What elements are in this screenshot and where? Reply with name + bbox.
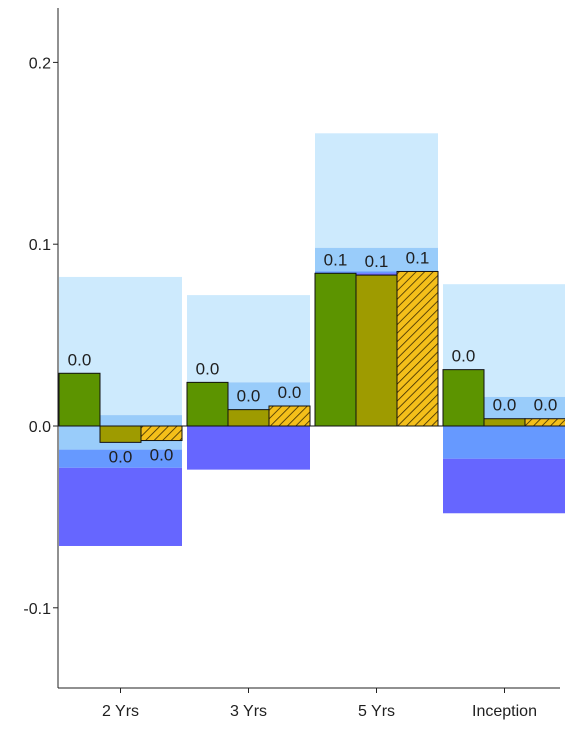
- bar-series-3-3-yrs: [268, 405, 311, 427]
- range-band-4-2-yrs: [59, 467, 182, 546]
- data-label-series-1-5-yrs: 0.1: [324, 250, 348, 269]
- range-band-4-3-yrs: [187, 426, 310, 470]
- data-label-series-3-inception: 0.0: [534, 396, 558, 415]
- bar-series-2-inception: [483, 418, 526, 427]
- data-label-series-3-3-yrs: 0.0: [278, 383, 302, 402]
- y-tick-label: 0.0: [29, 419, 51, 436]
- range-band-4-inception: [443, 458, 565, 514]
- y-tick-label: 0.2: [29, 55, 51, 72]
- axes: 0.2 0.1 0.0 -0.1 2 Yrs 3 Yrs 5 Yrs Inception: [23, 8, 560, 720]
- data-labels: 0.0 0.0 0.1 0.0 0.0 0.0 0.1 0.0 0.0 0.0 0.1 0.0: [68, 248, 558, 466]
- data-label-series-1-2-yrs: 0.0: [68, 350, 92, 369]
- range-band-3-5-yrs: [315, 271, 438, 274]
- data-label-series-2-inception: 0.0: [493, 396, 517, 415]
- range-band-3-inception: [443, 426, 565, 459]
- bar-series-1-3-yrs: [186, 381, 229, 427]
- range-band-1-3-yrs: [187, 295, 310, 383]
- data-label-series-3-2-yrs: 0.0: [150, 446, 174, 465]
- bar-series-2-5-yrs: [355, 274, 398, 427]
- x-category-label: 2 Yrs: [102, 703, 139, 720]
- bar-series-1-inception: [442, 369, 485, 427]
- range-band-3-2-yrs: [59, 449, 182, 468]
- y-tick-label: 0.1: [29, 237, 51, 254]
- x-category-label: Inception: [472, 703, 537, 720]
- bar-series-2-3-yrs: [227, 409, 270, 427]
- bar-series-3-2-yrs: [140, 425, 183, 442]
- bar-series-3-inception: [524, 418, 565, 427]
- bar-series-1-2-yrs: [58, 372, 101, 427]
- range-band-2-5-yrs: [315, 247, 438, 272]
- x-category-label: 3 Yrs: [230, 703, 267, 720]
- range-bands: [59, 133, 565, 546]
- y-tick-label: -0.1: [23, 601, 51, 618]
- data-label-series-3-5-yrs: 0.1: [406, 248, 430, 267]
- data-label-series-2-2-yrs: 0.0: [109, 447, 133, 466]
- bar-series-1-5-yrs: [314, 272, 357, 427]
- bar-series-2-2-yrs: [99, 425, 142, 443]
- x-category-label: 5 Yrs: [358, 703, 395, 720]
- data-label-series-1-3-yrs: 0.0: [196, 359, 220, 378]
- range-band-4-5-yrs: [315, 273, 438, 276]
- bar-series-3-5-yrs: [396, 270, 439, 427]
- data-label-series-2-3-yrs: 0.0: [237, 387, 261, 406]
- data-label-series-1-inception: 0.0: [452, 347, 476, 366]
- bars: [58, 270, 565, 443]
- data-label-series-2-5-yrs: 0.1: [365, 252, 389, 271]
- range-band-1-5-yrs: [315, 133, 438, 248]
